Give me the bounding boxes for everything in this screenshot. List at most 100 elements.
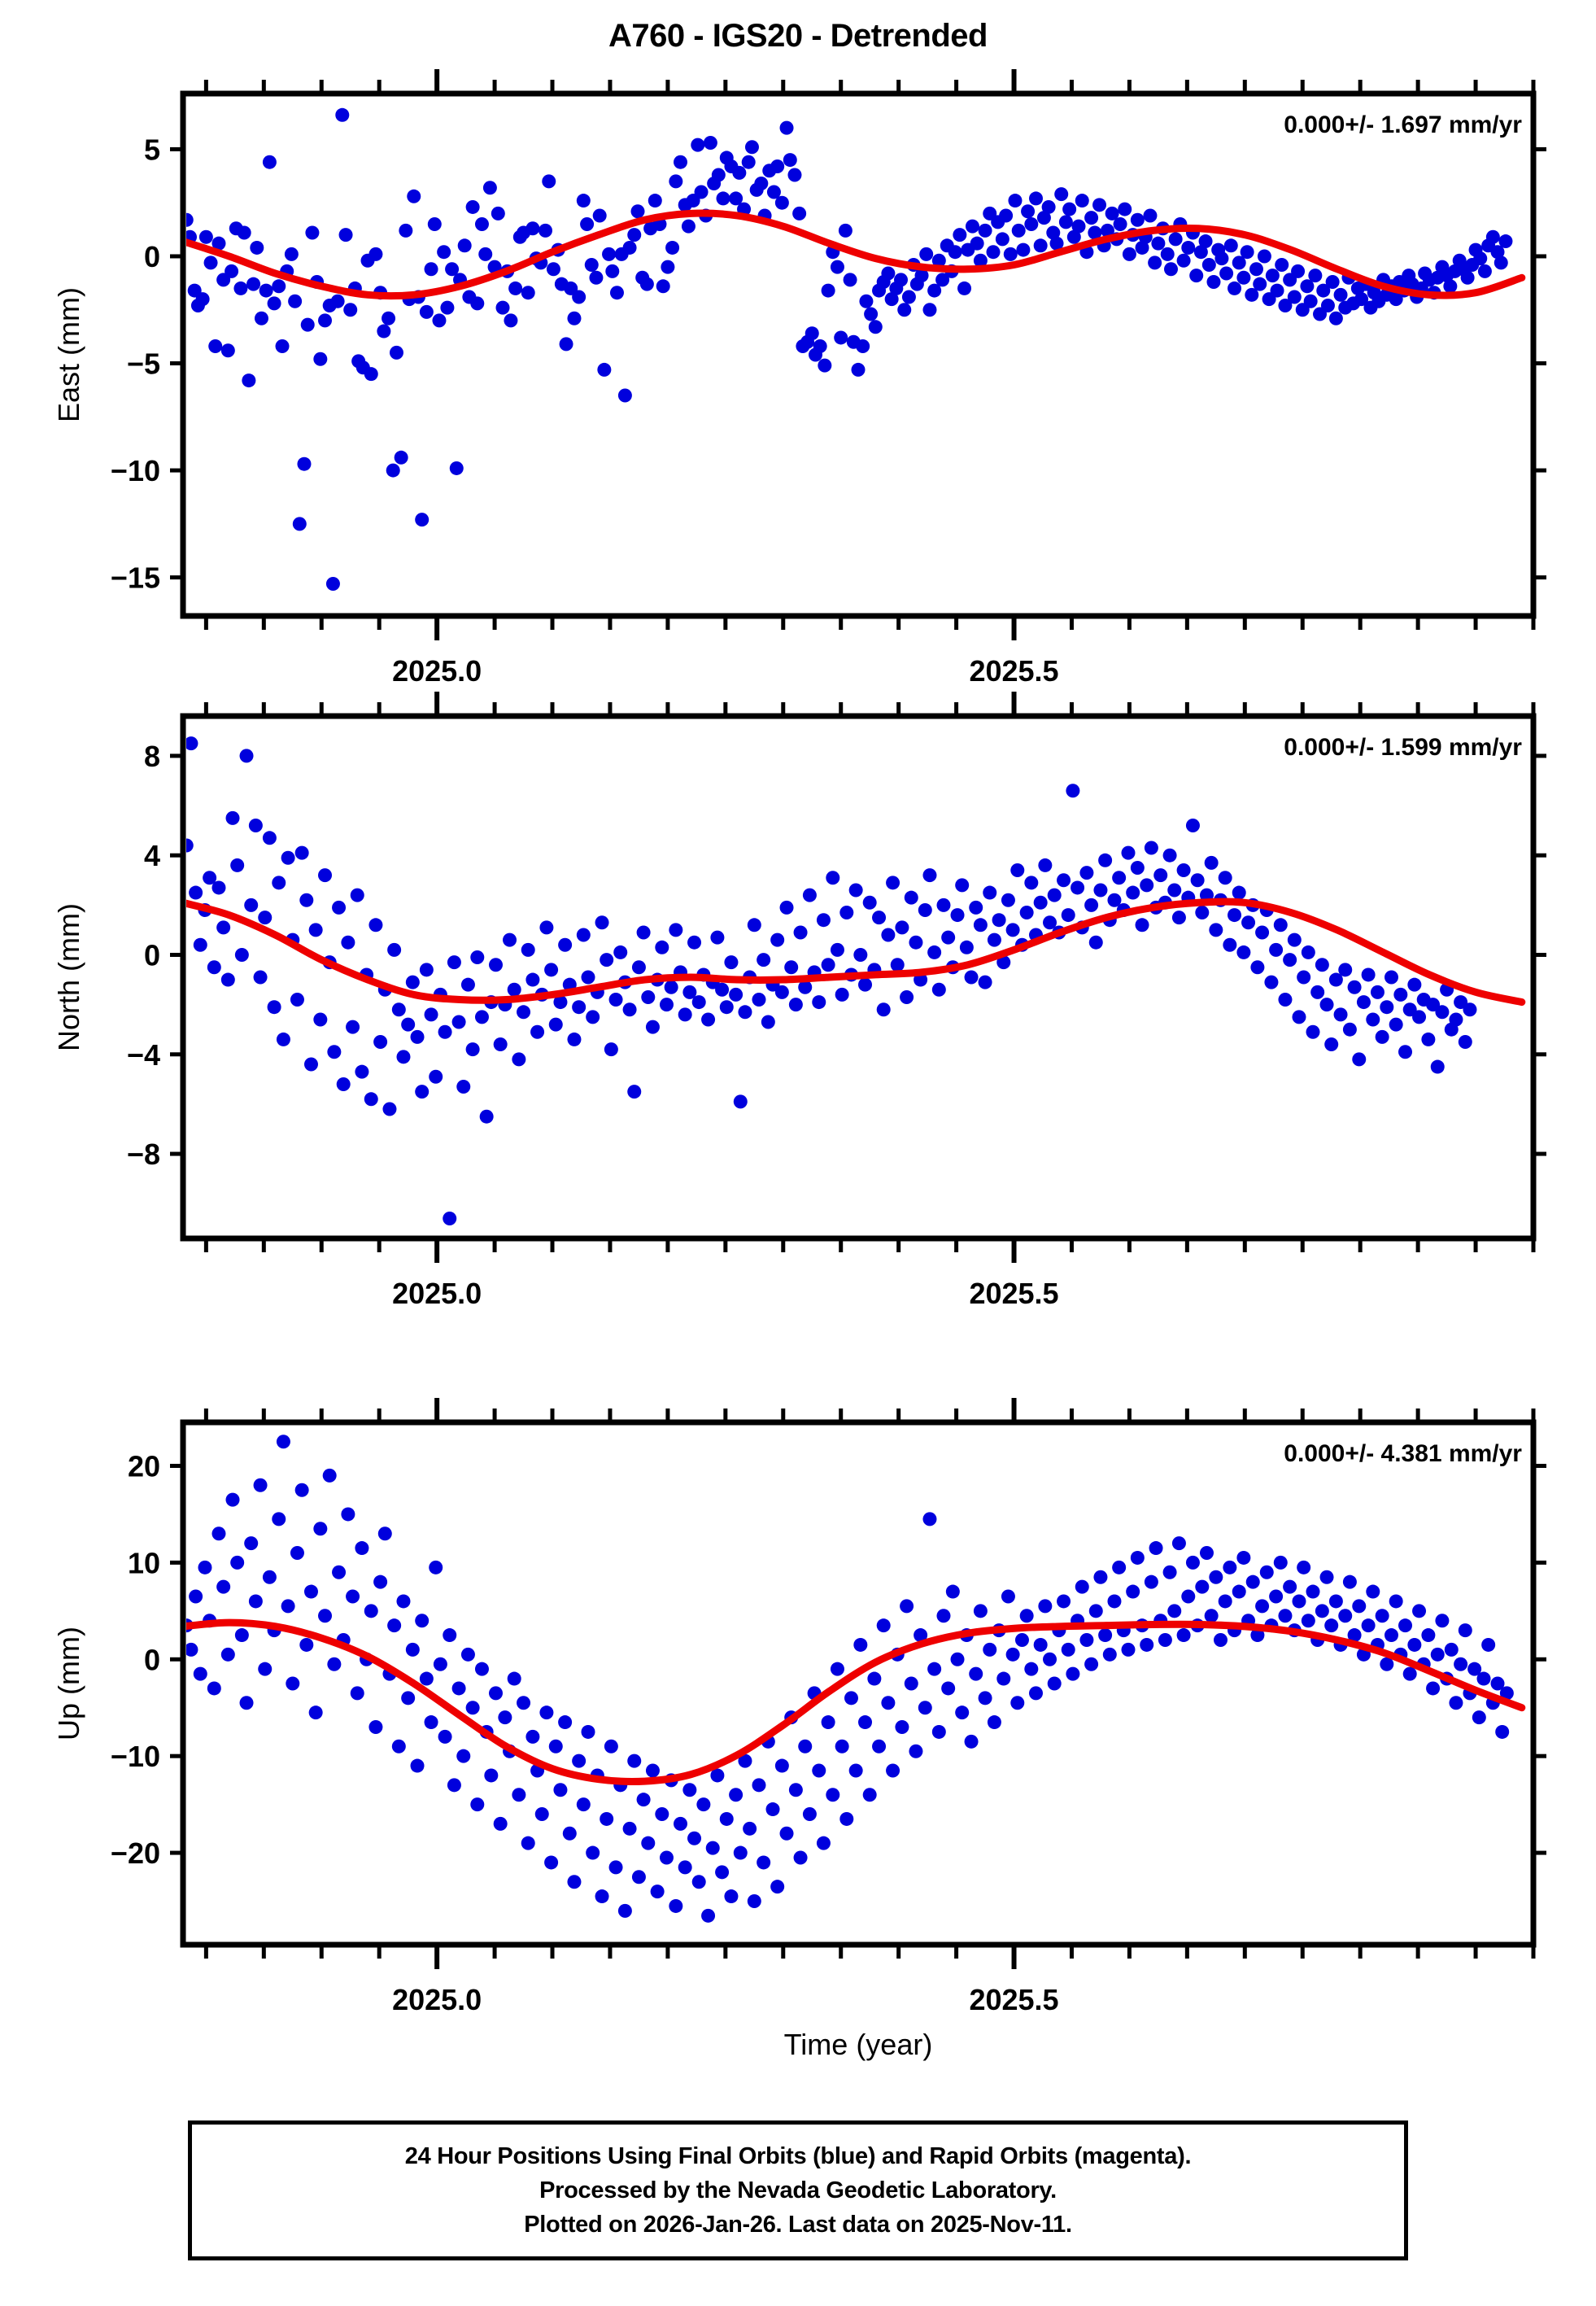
data-point <box>738 1005 752 1020</box>
data-point <box>600 1811 614 1826</box>
data-point <box>327 1657 342 1671</box>
panel-east: 5 0 −5 −10 −15 2025.0 2025.5 0.000+/- 1.697 mm/… <box>52 69 1546 688</box>
data-point <box>694 185 709 199</box>
data-point <box>377 324 391 338</box>
data-point <box>1071 219 1086 234</box>
data-point <box>738 1754 752 1768</box>
rate-annotation-up: 0.000+/- 4.381 mm/yr <box>1284 1440 1522 1467</box>
data-point <box>964 970 979 985</box>
data-point <box>239 749 254 763</box>
data-point <box>729 1788 743 1802</box>
data-point <box>1245 287 1259 302</box>
data-point <box>927 945 942 959</box>
data-point <box>584 257 599 272</box>
data-point <box>1029 191 1043 206</box>
data-point <box>895 1720 909 1734</box>
data-point <box>1223 937 1237 952</box>
data-point <box>318 1609 333 1623</box>
data-point <box>482 181 497 195</box>
data-point <box>1043 915 1057 930</box>
data-point <box>1062 202 1077 216</box>
data-point <box>544 963 559 977</box>
data-point <box>743 1821 757 1836</box>
data-point <box>438 1024 452 1039</box>
y-tick-label-up: −10 <box>111 1740 160 1773</box>
data-point <box>805 326 819 341</box>
data-point <box>1283 953 1297 967</box>
data-point <box>1181 240 1196 255</box>
data-point <box>382 311 396 325</box>
data-point <box>474 217 489 231</box>
data-point <box>373 1574 388 1589</box>
data-point <box>548 1739 563 1754</box>
data-point <box>1361 967 1376 982</box>
data-point <box>788 1783 803 1797</box>
data-point <box>959 940 974 954</box>
data-point <box>1426 998 1441 1012</box>
data-point <box>1162 848 1177 863</box>
data-point <box>711 168 726 182</box>
data-point <box>770 1880 785 1894</box>
data-point <box>410 1029 425 1044</box>
data-point <box>1075 1579 1089 1594</box>
data-point <box>1315 1604 1329 1618</box>
data-point <box>460 977 475 992</box>
data-point <box>1057 873 1071 888</box>
data-point <box>186 1642 198 1657</box>
data-point <box>405 975 420 989</box>
data-point <box>1241 915 1256 930</box>
data-point <box>1008 194 1023 208</box>
data-point <box>604 1042 618 1057</box>
data-point <box>1278 1609 1293 1623</box>
data-point <box>576 928 591 942</box>
data-point <box>1088 1604 1103 1618</box>
data-point <box>294 1483 309 1497</box>
data-point <box>627 1085 642 1099</box>
data-point <box>770 932 785 947</box>
data-point <box>424 1715 438 1730</box>
data-point <box>288 294 303 308</box>
data-point <box>995 232 1009 247</box>
data-point <box>272 279 286 294</box>
data-point <box>1223 238 1238 253</box>
data-point <box>964 1734 979 1749</box>
y-tick-label-east: −10 <box>111 454 160 487</box>
data-point <box>1066 784 1080 798</box>
data-point <box>1041 199 1056 214</box>
data-point <box>1079 866 1094 880</box>
data-point <box>407 189 421 203</box>
data-point <box>757 1855 771 1870</box>
data-point <box>391 1002 406 1017</box>
data-point <box>839 1811 854 1826</box>
data-point <box>1499 1686 1514 1701</box>
data-point <box>290 993 304 1007</box>
data-point <box>1181 1589 1196 1604</box>
data-point <box>208 338 223 353</box>
data-point <box>1325 275 1340 290</box>
data-point <box>752 1778 766 1793</box>
data-point <box>792 206 807 221</box>
data-point <box>659 1850 674 1865</box>
data-point <box>1140 878 1154 893</box>
data-point <box>415 1614 430 1628</box>
data-point <box>1366 1012 1380 1027</box>
data-point <box>239 1696 254 1710</box>
rate-annotation-east: 0.000+/- 1.697 mm/yr <box>1284 111 1522 138</box>
data-point <box>234 947 249 962</box>
data-point <box>1033 238 1048 253</box>
data-point <box>1449 1012 1463 1027</box>
data-point <box>1384 1628 1398 1643</box>
data-point <box>936 898 951 912</box>
data-point <box>1168 232 1183 247</box>
data-point <box>216 1579 231 1594</box>
data-point <box>1198 234 1213 249</box>
data-point <box>1204 855 1219 870</box>
data-point <box>281 850 295 865</box>
data-point <box>336 1077 351 1091</box>
data-point <box>253 1478 268 1492</box>
data-point <box>595 915 609 930</box>
data-point <box>936 1609 951 1623</box>
data-point <box>1126 1584 1140 1599</box>
data-point <box>1426 1681 1441 1696</box>
data-point <box>1193 245 1208 260</box>
